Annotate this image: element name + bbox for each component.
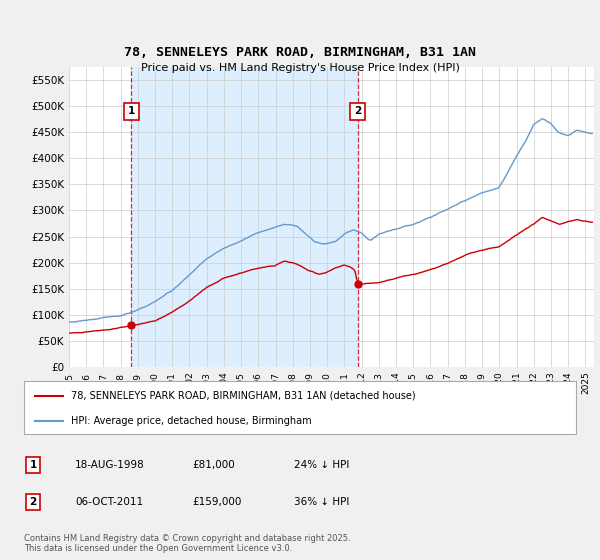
Text: 78, SENNELEYS PARK ROAD, BIRMINGHAM, B31 1AN: 78, SENNELEYS PARK ROAD, BIRMINGHAM, B31… xyxy=(124,46,476,59)
Text: Price paid vs. HM Land Registry's House Price Index (HPI): Price paid vs. HM Land Registry's House … xyxy=(140,63,460,73)
Text: 18-AUG-1998: 18-AUG-1998 xyxy=(75,460,145,470)
Bar xyxy=(131,67,358,367)
Text: 06-OCT-2011: 06-OCT-2011 xyxy=(75,497,143,507)
Text: 1: 1 xyxy=(128,106,135,116)
Text: Contains HM Land Registry data © Crown copyright and database right 2025.
This d: Contains HM Land Registry data © Crown c… xyxy=(24,534,350,553)
Text: 24% ↓ HPI: 24% ↓ HPI xyxy=(294,460,349,470)
Text: 78, SENNELEYS PARK ROAD, BIRMINGHAM, B31 1AN (detached house): 78, SENNELEYS PARK ROAD, BIRMINGHAM, B31… xyxy=(71,391,416,401)
Text: £159,000: £159,000 xyxy=(192,497,241,507)
Text: 36% ↓ HPI: 36% ↓ HPI xyxy=(294,497,349,507)
Text: £81,000: £81,000 xyxy=(192,460,235,470)
Text: 2: 2 xyxy=(29,497,37,507)
Text: HPI: Average price, detached house, Birmingham: HPI: Average price, detached house, Birm… xyxy=(71,416,311,426)
Text: 1: 1 xyxy=(29,460,37,470)
Text: 2: 2 xyxy=(354,106,361,116)
